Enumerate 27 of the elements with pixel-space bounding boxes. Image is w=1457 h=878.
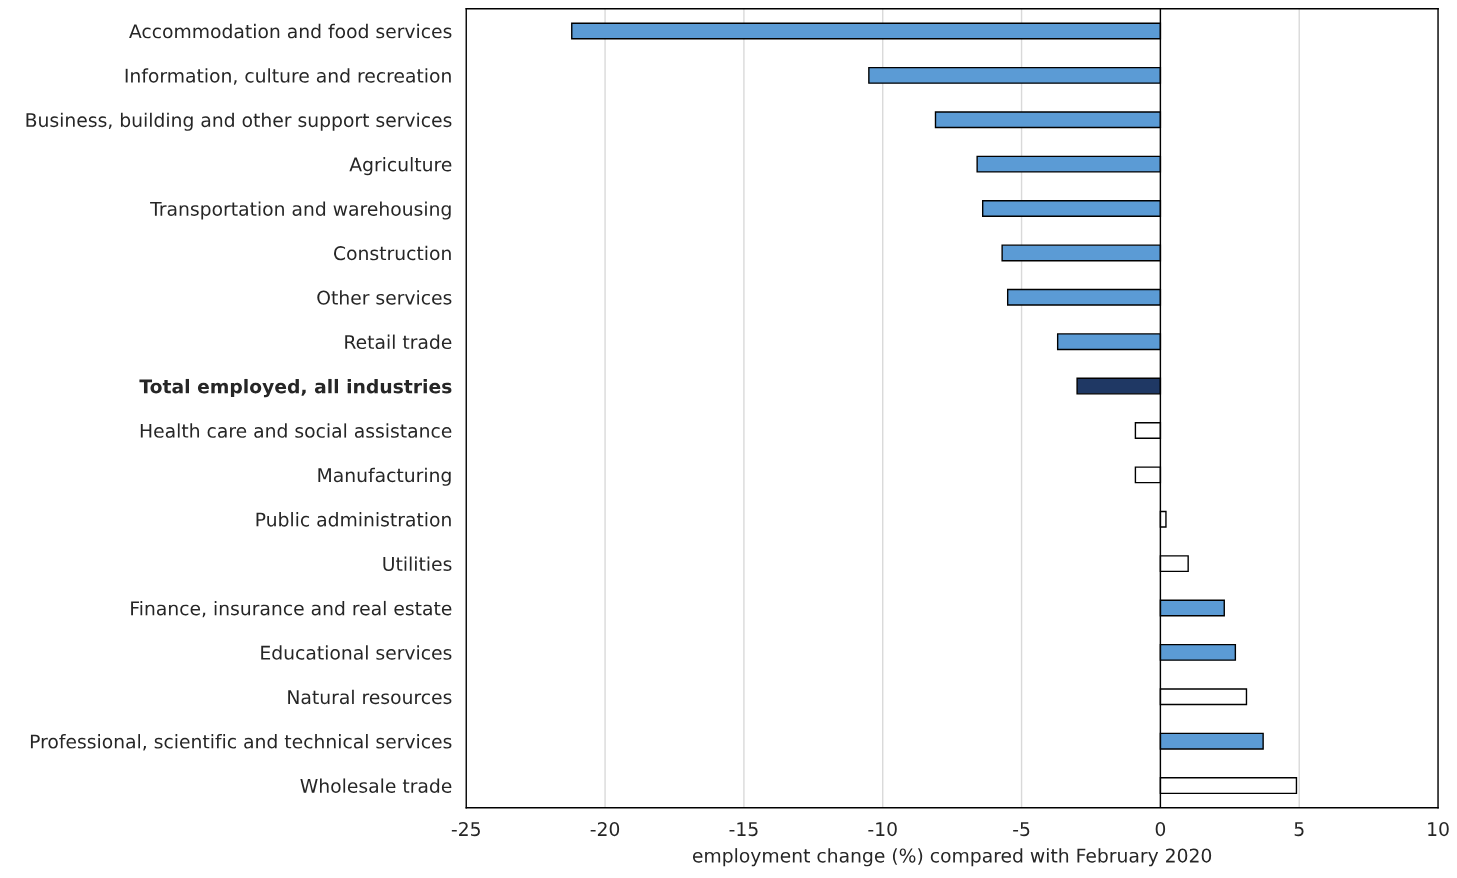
y-tick-label: Construction [334, 245, 451, 261]
y-tick-label: Retail trade [345, 334, 452, 350]
x-tick-label: -25 [451, 821, 480, 837]
y-tick-label: Agriculture [349, 157, 452, 176]
x-tick-label: -10 [868, 821, 897, 837]
y-tick-label: Finance, insurance and real estate [131, 600, 452, 618]
y-tick-label: Health care and social assistance [140, 423, 452, 438]
x-axis-title: employment change (%) compared with February 2020 [692, 848, 1212, 867]
y-tick-label: Public administration [256, 512, 451, 527]
y-tick-label: Transportation and warehousing [150, 201, 451, 220]
y-tick-label: Information, culture and recreation [125, 68, 451, 85]
y-tick-label: Business, building and other support services [26, 112, 452, 131]
y-tick-label: Accommodation and food services [129, 23, 452, 39]
x-tick-label: -15 [729, 822, 758, 837]
y-tick-label: Educational services [261, 645, 452, 660]
x-tick-label: -5 [1013, 822, 1030, 837]
x-tick-label: -20 [590, 821, 620, 837]
y-tick-label: Other services [317, 290, 452, 305]
y-tick-label: Utilities [383, 556, 452, 572]
x-tick-label: 5 [1294, 822, 1304, 837]
y-tick-label: Total employed, all industries [139, 378, 452, 398]
y-tick-label: Natural resources [288, 689, 452, 705]
y-tick-label: Professional, scientific and technical services [30, 734, 452, 751]
x-tick-label: 0 [1155, 821, 1166, 837]
y-tick-label: Manufacturing [318, 467, 451, 486]
y-tick-label: Wholesale trade [300, 778, 452, 793]
x-tick-label: 10 [1428, 821, 1449, 837]
